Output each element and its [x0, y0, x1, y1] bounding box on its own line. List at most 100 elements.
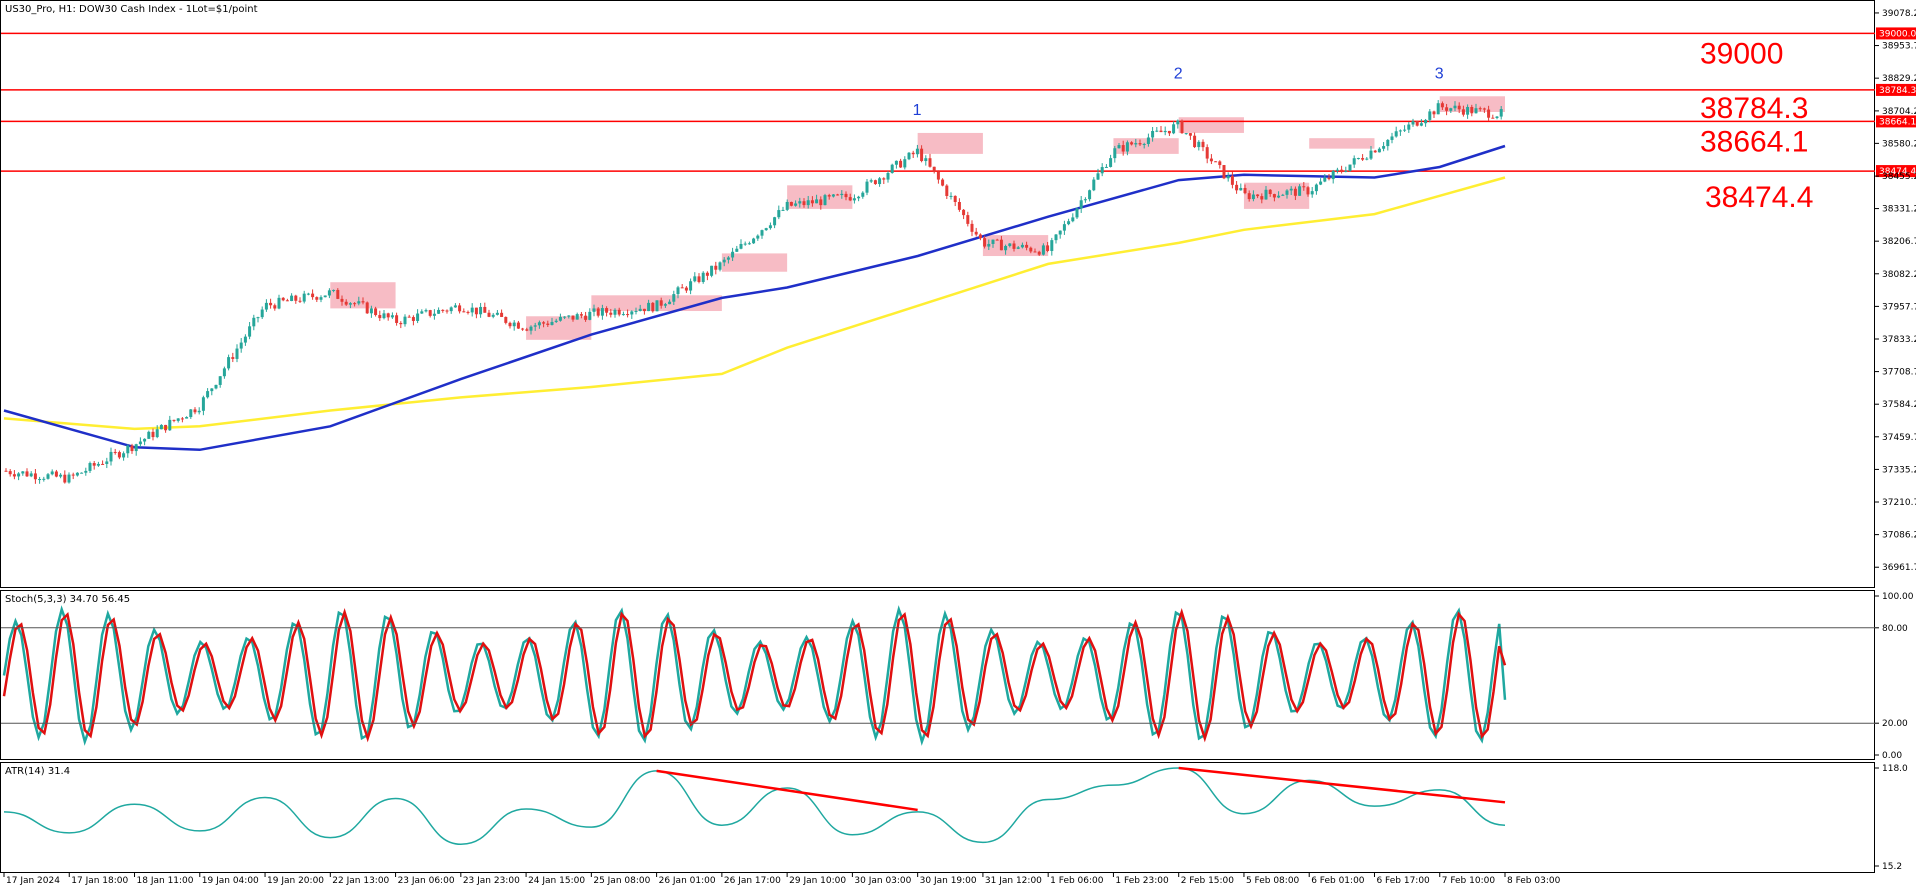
bear-candle	[945, 185, 949, 196]
bull-candle	[1184, 133, 1188, 135]
bull-candle	[453, 305, 457, 308]
bull-candle	[206, 391, 210, 398]
price-tick-label: 37584.2	[1882, 400, 1916, 410]
level-price-tag	[1876, 165, 1916, 178]
bull-candle	[1062, 224, 1066, 231]
bull-candle	[17, 473, 21, 477]
bull-candle	[239, 342, 243, 349]
bear-candle	[285, 300, 289, 302]
bull-candle	[88, 463, 92, 471]
price-pane[interactable]	[0, 0, 1875, 588]
bear-candle	[1193, 135, 1197, 148]
consolidation-zone	[330, 282, 396, 309]
bull-candle	[655, 300, 659, 312]
bull-candle	[1016, 247, 1020, 249]
atr-pane[interactable]	[0, 762, 1875, 873]
bull-candle	[42, 478, 46, 480]
bear-candle	[1373, 150, 1377, 153]
bear-candle	[1138, 143, 1142, 145]
bear-candle	[1440, 103, 1444, 108]
bear-candle	[1205, 147, 1209, 159]
bull-candle	[600, 308, 604, 316]
bull-candle	[794, 203, 798, 206]
time-tick-label: 1 Feb 06:00	[1050, 876, 1104, 886]
bear-candle	[1222, 165, 1226, 179]
time-tick-label: 6 Feb 17:00	[1376, 876, 1430, 886]
bull-candle	[227, 357, 231, 369]
bear-candle	[844, 193, 848, 198]
bear-candle	[848, 197, 852, 201]
bull-candle	[1088, 190, 1092, 200]
bear-candle	[374, 308, 378, 316]
bull-candle	[159, 424, 163, 430]
bull-candle	[1071, 217, 1075, 222]
bear-candle	[873, 180, 877, 185]
bull-candle	[1335, 169, 1339, 171]
bull-candle	[403, 316, 407, 325]
bear-candle	[500, 312, 504, 317]
bear-candle	[172, 419, 176, 421]
bull-candle	[718, 262, 722, 270]
bull-candle	[1176, 120, 1180, 125]
bear-candle	[164, 424, 168, 431]
bull-candle	[1079, 200, 1083, 209]
bull-candle	[592, 308, 596, 312]
bull-candle	[785, 201, 789, 210]
bull-candle	[176, 418, 180, 421]
price-tick-label: 38206.7	[1882, 237, 1916, 247]
price-tick-label: 37210.7	[1882, 498, 1916, 508]
bull-candle	[214, 384, 218, 389]
bull-candle	[1449, 108, 1453, 111]
bear-candle	[294, 295, 298, 301]
bull-candle	[701, 272, 705, 282]
bear-candle	[466, 311, 470, 313]
bear-candle	[1214, 161, 1218, 163]
bear-candle	[1260, 196, 1264, 200]
bear-candle	[483, 306, 487, 313]
bull-candle	[1008, 243, 1012, 246]
bear-candle	[957, 202, 961, 210]
bull-candle	[1407, 124, 1411, 130]
price-tick-label: 38331.2	[1882, 205, 1916, 215]
bull-candle	[1277, 195, 1281, 198]
bull-candle	[1319, 181, 1323, 185]
consolidation-zone	[1178, 117, 1244, 133]
bear-candle	[1256, 194, 1260, 197]
bear-candle	[1167, 130, 1171, 134]
bull-candle	[1377, 148, 1381, 153]
bull-candle	[621, 314, 625, 316]
bull-candle	[332, 289, 336, 291]
bull-candle	[663, 304, 667, 306]
bull-candle	[756, 235, 760, 239]
bear-candle	[1046, 245, 1050, 251]
bull-candle	[777, 210, 781, 218]
bear-candle	[445, 310, 449, 312]
bull-candle	[46, 474, 50, 479]
bear-candle	[617, 309, 621, 315]
bull-candle	[781, 209, 785, 211]
ma-slow-line	[3, 176, 1506, 431]
time-tick-label: 22 Jan 13:00	[332, 876, 389, 886]
bear-candle	[12, 474, 16, 477]
bull-candle	[470, 307, 474, 313]
bear-candle	[1012, 243, 1016, 249]
stochastic-pane[interactable]	[0, 590, 1875, 760]
bull-candle	[138, 441, 142, 445]
bull-candle	[668, 301, 672, 305]
bear-candle	[941, 179, 945, 186]
bear-candle	[642, 308, 646, 312]
bear-candle	[579, 314, 583, 316]
bull-candle	[382, 313, 386, 319]
bear-candle	[1235, 184, 1239, 191]
bull-candle	[768, 225, 772, 229]
bull-candle	[949, 195, 953, 197]
price-tick-label: 38082.2	[1882, 270, 1916, 280]
bull-candle	[1239, 187, 1243, 191]
bear-candle	[269, 302, 273, 306]
bull-candle	[1172, 124, 1176, 134]
bull-candle	[878, 178, 882, 185]
